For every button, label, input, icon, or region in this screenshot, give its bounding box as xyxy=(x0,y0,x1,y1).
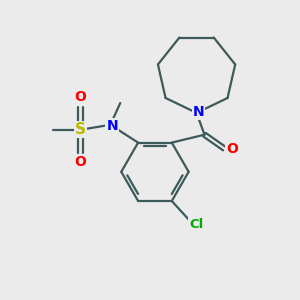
Text: Cl: Cl xyxy=(189,218,204,231)
Text: O: O xyxy=(75,90,87,104)
Text: O: O xyxy=(226,142,238,156)
Text: O: O xyxy=(75,155,87,170)
Text: S: S xyxy=(75,122,86,137)
Text: N: N xyxy=(106,119,118,133)
Text: N: N xyxy=(193,105,204,119)
